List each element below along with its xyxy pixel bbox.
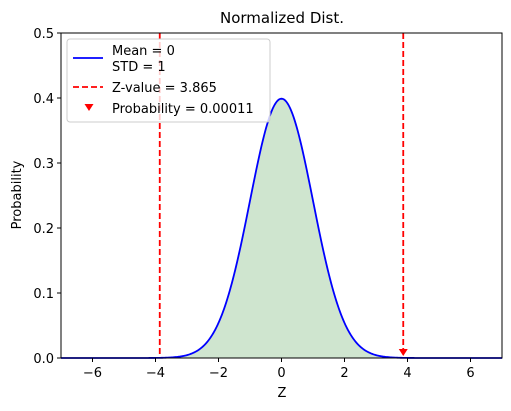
y-tick-label: 0.2 bbox=[33, 222, 54, 237]
legend-curve-label-line2: STD = 1 bbox=[112, 60, 166, 75]
x-tick-label: 2 bbox=[340, 366, 348, 381]
legend-probability-label: Probability = 0.00011 bbox=[112, 102, 254, 117]
legend-probability-swatch bbox=[84, 104, 94, 111]
y-tick-label: 0.3 bbox=[33, 157, 54, 172]
y-tick-label: 0.1 bbox=[33, 287, 54, 302]
y-axis-title: Probability bbox=[10, 160, 25, 229]
x-axis: −6 −4 −2 0 2 4 6 bbox=[83, 358, 475, 381]
y-axis: 0.0 0.1 0.2 0.3 0.4 0.5 bbox=[33, 27, 61, 367]
x-tick-label: 4 bbox=[403, 366, 411, 381]
x-tick-label: −2 bbox=[209, 366, 228, 381]
x-axis-title: Z bbox=[278, 386, 287, 401]
probability-marker bbox=[398, 349, 408, 356]
chart-title: Normalized Dist. bbox=[220, 9, 344, 27]
x-tick-label: −6 bbox=[83, 366, 102, 381]
x-tick-label: 6 bbox=[466, 366, 474, 381]
legend-box bbox=[66, 38, 271, 123]
y-tick-label: 0.0 bbox=[33, 352, 54, 367]
legend-curve-label-line1: Mean = 0 bbox=[112, 44, 175, 59]
x-tick-label: −4 bbox=[146, 366, 165, 381]
x-tick-label: 0 bbox=[277, 366, 285, 381]
legend: Mean = 0 STD = 1 Z-value = 3.865 Probabi… bbox=[66, 38, 271, 123]
legend-z-value-label: Z-value = 3.865 bbox=[112, 81, 217, 96]
curve-fill-area bbox=[61, 98, 502, 358]
y-tick-label: 0.5 bbox=[33, 27, 54, 42]
y-tick-label: 0.4 bbox=[33, 92, 54, 107]
